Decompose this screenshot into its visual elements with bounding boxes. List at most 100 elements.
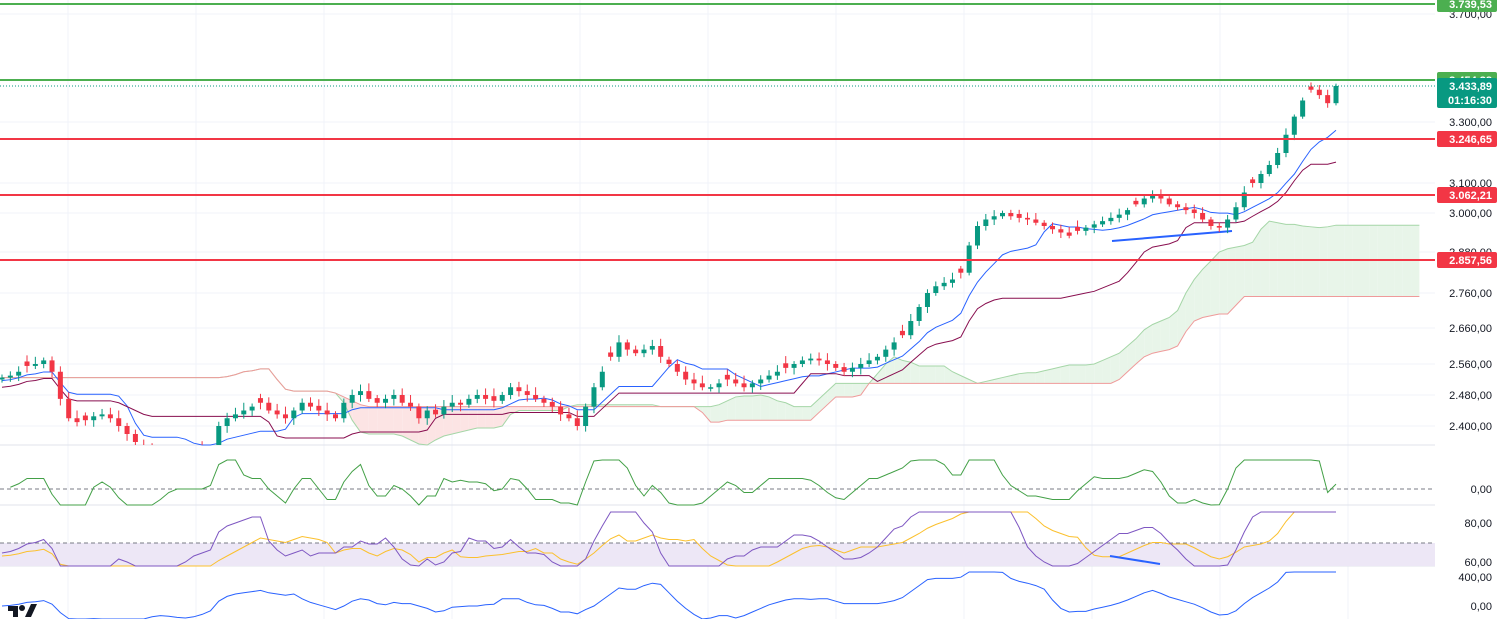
candle-body	[424, 410, 430, 419]
cloud-segment	[760, 395, 770, 421]
indicator-panes	[0, 459, 1435, 619]
cloud-segment	[452, 406, 461, 434]
candle-body	[466, 398, 472, 405]
candle-body	[91, 416, 97, 421]
candle-body	[299, 402, 305, 411]
candle-body	[1041, 222, 1047, 226]
candle-body	[391, 395, 397, 399]
cloud-segment	[1060, 364, 1070, 384]
candle-body	[1116, 214, 1122, 218]
candle-body	[1125, 210, 1131, 215]
cloud-segment	[402, 406, 411, 440]
candle-body	[1150, 195, 1156, 199]
cloud-segment	[1269, 221, 1278, 297]
cloud-segment	[894, 356, 903, 384]
candle-body	[1091, 224, 1097, 228]
cloud-segment	[1260, 221, 1270, 297]
cloud-segment	[702, 406, 711, 423]
candle-body	[724, 374, 730, 380]
cloud-segment	[827, 383, 836, 405]
cloud-segment	[1194, 269, 1203, 321]
candle-body	[1033, 219, 1039, 223]
candle-body	[216, 426, 222, 445]
cloud-segment	[352, 400, 361, 432]
level-tag-label: 2.857,56	[1449, 255, 1492, 267]
candle-body	[524, 391, 530, 395]
candle-body	[633, 349, 639, 354]
level-tag-label: 3.062,21	[1449, 190, 1492, 202]
cloud-segment	[360, 404, 369, 434]
candle-body	[899, 330, 905, 336]
tradingview-logo[interactable]	[6, 600, 40, 619]
candle-body	[974, 226, 980, 246]
price-tick-label: 2.400,00	[1449, 421, 1492, 433]
candle-body	[1058, 229, 1064, 233]
candle-body	[758, 379, 764, 384]
candle-body	[1025, 217, 1031, 220]
price-tick-label: 2.660,00	[1449, 323, 1492, 335]
candle-body	[16, 371, 22, 376]
candle-body	[799, 360, 805, 364]
cloud-segment	[1144, 324, 1153, 357]
candle-body	[533, 395, 539, 399]
cloud-segment	[710, 404, 720, 423]
candle-body	[708, 387, 714, 389]
candle-body	[916, 307, 922, 321]
candle-body	[749, 383, 755, 388]
candle-body	[891, 342, 897, 350]
cloud-segment	[527, 406, 536, 411]
candle-body	[399, 395, 405, 403]
candle-body	[541, 398, 547, 403]
candle-body	[232, 414, 238, 419]
candle-body	[824, 360, 830, 364]
candle-body	[591, 387, 597, 407]
candle-body	[49, 360, 55, 372]
candle-body	[1141, 198, 1147, 205]
horizontal-levels[interactable]	[0, 3, 1435, 261]
cloud-segment	[769, 396, 778, 421]
candle-body	[566, 414, 572, 419]
level-tag-label: 3.246,65	[1449, 134, 1492, 146]
candle-body	[1275, 152, 1281, 165]
candle-body	[1016, 213, 1022, 218]
cloud-segment	[960, 375, 970, 384]
candle-body	[783, 363, 789, 368]
candle-body	[1291, 116, 1297, 135]
cloud-segment	[1302, 226, 1311, 297]
candle-body	[107, 414, 113, 419]
cloud-segment	[1135, 329, 1145, 364]
cloud-segment	[1202, 260, 1211, 318]
cloud-segment	[852, 383, 861, 397]
candle-body	[333, 414, 338, 419]
cci-tick-label: 0,00	[1471, 484, 1492, 496]
candle-body	[1208, 219, 1214, 226]
cloud-segment	[1160, 317, 1170, 352]
candle-body	[866, 360, 872, 364]
candlestick-series	[0, 82, 1339, 445]
candle-body	[1325, 95, 1331, 104]
candle-body	[716, 383, 722, 388]
level-tag	[1437, 252, 1497, 268]
candle-body	[491, 396, 497, 401]
candle-body	[224, 418, 230, 426]
cloud-segment	[1035, 370, 1045, 384]
cloud-segment	[794, 406, 803, 421]
candle-body	[241, 410, 247, 415]
price-axis[interactable]: 3.700,003.300,003.100,003.000,002.880,00…	[1435, 0, 1499, 619]
cloud-segment	[1210, 252, 1220, 316]
candle-body	[1216, 226, 1222, 228]
tenkan-sen-line	[1, 129, 1337, 446]
indicator-lines	[1, 129, 1337, 446]
candle-body	[24, 361, 30, 366]
candle-body	[833, 364, 839, 368]
rsi-tick-label: 80,00	[1464, 518, 1492, 530]
cloud-segment	[1319, 226, 1328, 297]
candle-body	[1241, 192, 1247, 208]
candle-body	[41, 360, 47, 364]
level-tag-label: 3.739,53	[1449, 0, 1492, 11]
candle-body	[849, 367, 855, 372]
candle-body	[608, 352, 614, 357]
candle-body	[1225, 219, 1231, 228]
